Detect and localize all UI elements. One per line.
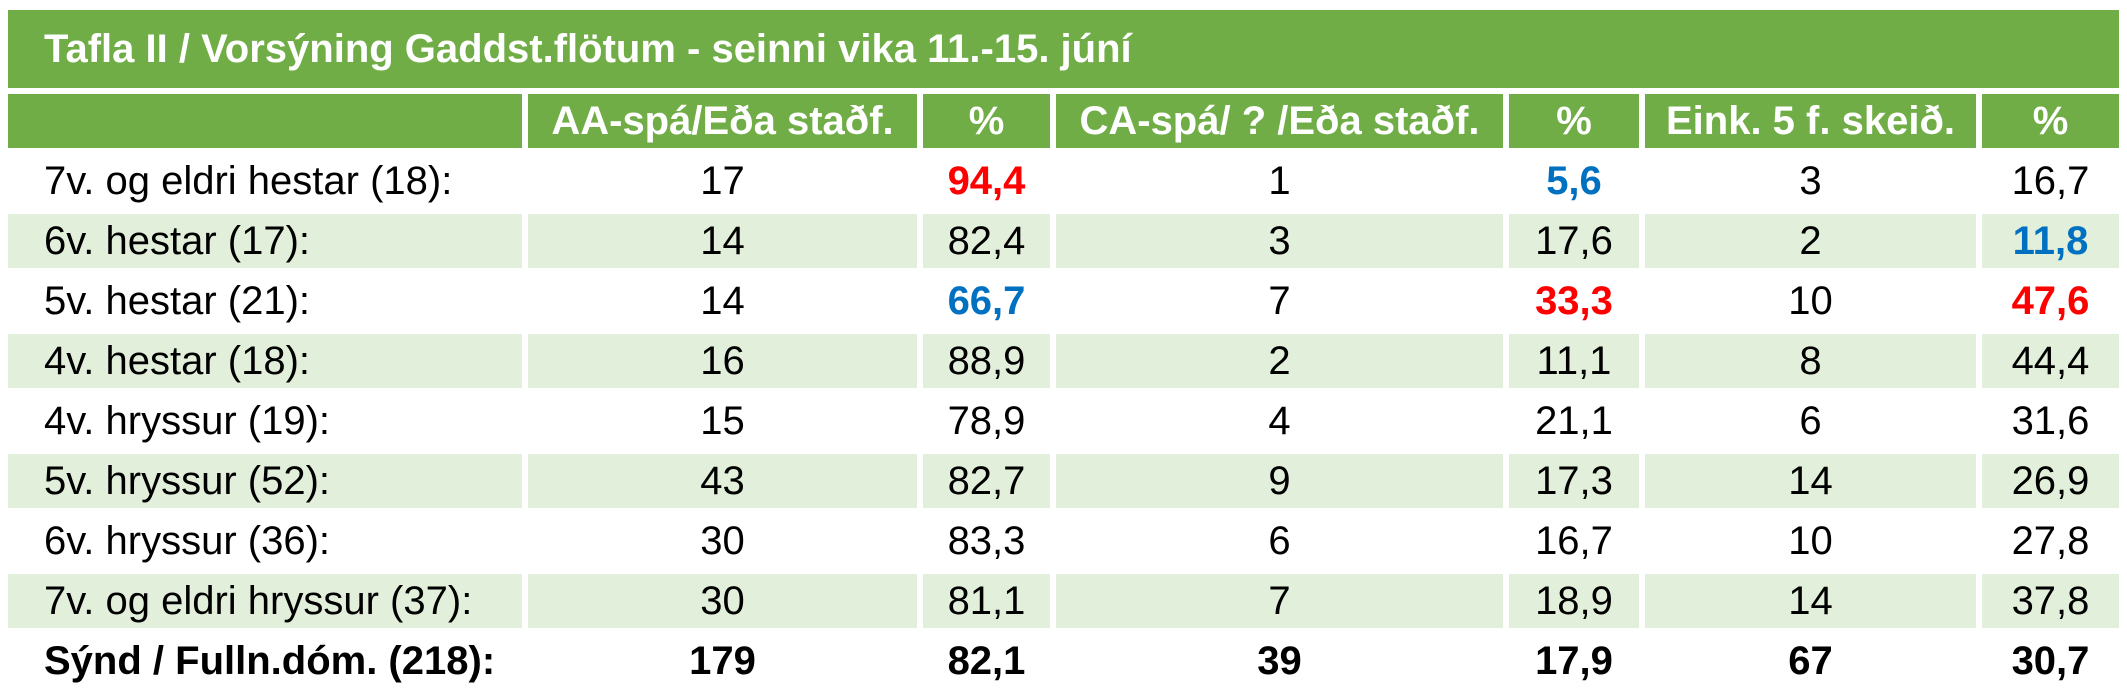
table-cell: 10 [1645,268,1982,328]
table-cell: 7 [1056,268,1509,328]
table-cell: 83,3 [923,508,1056,568]
column-header-ca-percent: % [1509,94,1645,148]
table-row: 4v. hryssur (19): 15 78,9 4 21,1 6 31,6 [8,388,2119,448]
table-row: 7v. og eldri hestar (18): 17 94,4 1 5,6 3 16,7 [8,148,2119,208]
table-row: 6v. hryssur (36): 30 83,3 6 16,7 10 27,8 [8,508,2119,568]
total-cell: 17,9 [1509,628,1645,688]
total-row: Sýnd / Fulln.dóm. (218): 179 82,1 39 17,9 67 3… [8,628,2119,688]
table-cell: 4 [1056,388,1509,448]
column-header-aa: AA-spá/Eða staðf. [528,94,923,148]
total-row-label: Sýnd / Fulln.dóm. (218): [8,628,528,688]
table-cell: 15 [528,388,923,448]
table-row: 4v. hestar (18): 16 88,9 2 11,1 8 44,4 [8,328,2119,388]
row-label: 4v. hestar (18): [8,328,528,388]
column-header-eink-percent: % [1982,94,2119,148]
table-cell: 33,3 [1509,268,1645,328]
table-cell: 6 [1645,388,1982,448]
table-row: 6v. hestar (17): 14 82,4 3 17,6 2 11,8 [8,208,2119,268]
column-header-aa-percent: % [923,94,1056,148]
total-cell: 39 [1056,628,1509,688]
table-cell: 8 [1645,328,1982,388]
column-header-eink: Eink. 5 f. skeið. [1645,94,1982,148]
table-cell: 44,4 [1982,328,2119,388]
table-cell: 9 [1056,448,1509,508]
row-label: 5v. hryssur (52): [8,448,528,508]
total-cell: 67 [1645,628,1982,688]
table-row: 7v. og eldri hryssur (37): 30 81,1 7 18,9 14 3… [8,568,2119,628]
row-label: 6v. hryssur (36): [8,508,528,568]
total-cell: 30,7 [1982,628,2119,688]
table-cell: 17,6 [1509,208,1645,268]
table-cell: 7 [1056,568,1509,628]
table-cell: 18,9 [1509,568,1645,628]
table-cell: 82,4 [923,208,1056,268]
table-cell: 3 [1056,208,1509,268]
table-cell: 14 [1645,568,1982,628]
table-cell: 81,1 [923,568,1056,628]
table-cell: 1 [1056,148,1509,208]
row-label: 4v. hryssur (19): [8,388,528,448]
row-label: 7v. og eldri hryssur (37): [8,568,528,628]
table-cell: 17,3 [1509,448,1645,508]
table-cell: 16 [528,328,923,388]
table-cell: 16,7 [1509,508,1645,568]
table-cell: 30 [528,568,923,628]
table-cell: 16,7 [1982,148,2119,208]
table-cell: 31,6 [1982,388,2119,448]
table-cell: 26,9 [1982,448,2119,508]
table-cell: 5,6 [1509,148,1645,208]
table-cell: 11,1 [1509,328,1645,388]
header-row: AA-spá/Eða staðf. % CA-spá/ ? /Eða staðf… [8,94,2119,148]
table-cell: 11,8 [1982,208,2119,268]
table-cell: 17 [528,148,923,208]
table-cell: 66,7 [923,268,1056,328]
table-cell: 30 [528,508,923,568]
table-cell: 2 [1056,328,1509,388]
table-cell: 14 [1645,448,1982,508]
column-header-ca: CA-spá/ ? /Eða staðf. [1056,94,1509,148]
table-cell: 6 [1056,508,1509,568]
table-row: 5v. hestar (21): 14 66,7 7 33,3 10 47,6 [8,268,2119,328]
table-cell: 2 [1645,208,1982,268]
table-cell: 14 [528,268,923,328]
table-title: Tafla II / Vorsýning Gaddst.flötum - sei… [8,10,2119,88]
total-cell: 179 [528,628,923,688]
table-cell: 94,4 [923,148,1056,208]
table-cell: 3 [1645,148,1982,208]
table-cell: 88,9 [923,328,1056,388]
row-label: 7v. og eldri hestar (18): [8,148,528,208]
table-cell: 43 [528,448,923,508]
row-label: 6v. hestar (17): [8,208,528,268]
results-table: AA-spá/Eða staðf. % CA-spá/ ? /Eða staðf… [8,94,2119,688]
table-cell: 37,8 [1982,568,2119,628]
table-row: 5v. hryssur (52): 43 82,7 9 17,3 14 26,9 [8,448,2119,508]
table-cell: 10 [1645,508,1982,568]
column-header-label [8,94,528,148]
table-cell: 21,1 [1509,388,1645,448]
table-cell: 14 [528,208,923,268]
table-cell: 82,7 [923,448,1056,508]
table-cell: 27,8 [1982,508,2119,568]
total-cell: 82,1 [923,628,1056,688]
row-label: 5v. hestar (21): [8,268,528,328]
table-cell: 78,9 [923,388,1056,448]
table-cell: 47,6 [1982,268,2119,328]
